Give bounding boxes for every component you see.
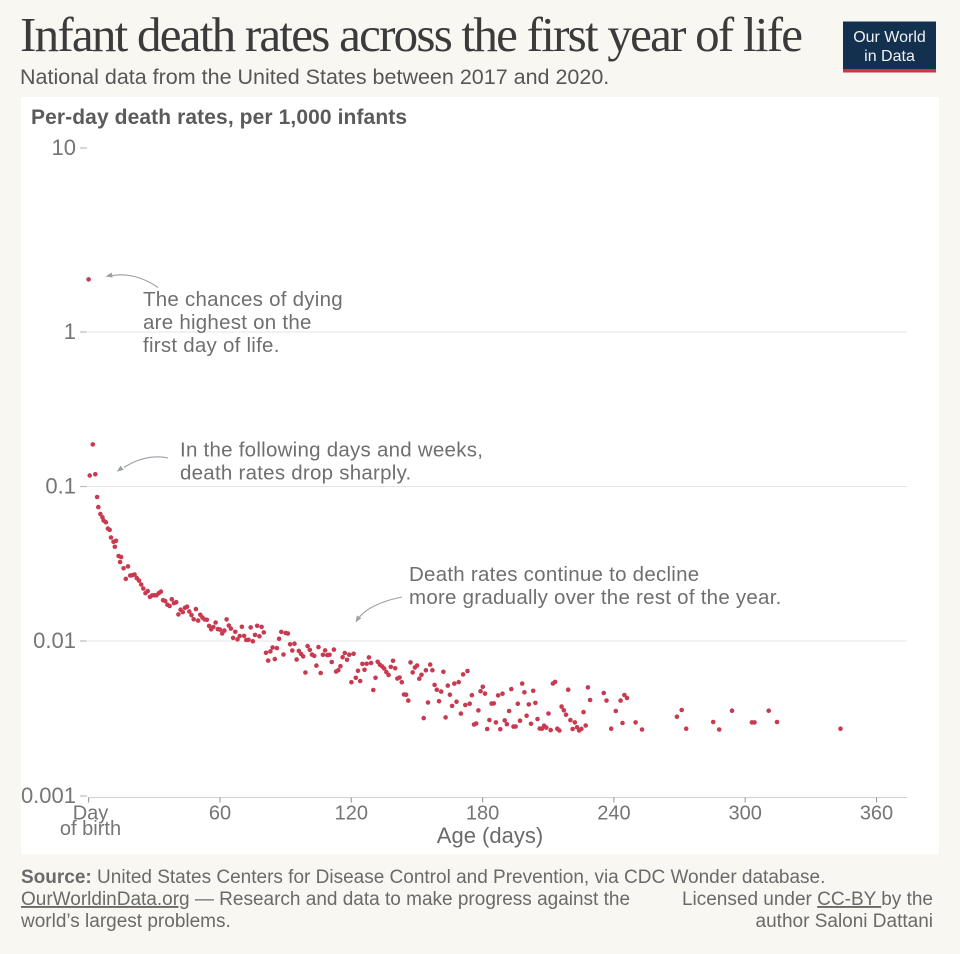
svg-text:360: 360: [860, 803, 893, 825]
svg-text:120: 120: [335, 803, 368, 825]
svg-text:Source: United States Centers: Source: United States Centers for Diseas…: [21, 867, 825, 888]
svg-text:0.1: 0.1: [45, 474, 76, 499]
svg-text:1: 1: [64, 319, 76, 344]
svg-text:0.001: 0.001: [21, 783, 76, 808]
svg-text:Age (days): Age (days): [437, 823, 543, 848]
svg-text:10: 10: [52, 135, 76, 160]
svg-text:world’s largest problems.: world’s largest problems.: [20, 911, 231, 932]
svg-text:first day of life.: first day of life.: [143, 334, 280, 357]
svg-text:300: 300: [729, 803, 762, 825]
svg-text:60: 60: [209, 803, 231, 825]
svg-text:Per-day death rates, per 1,000: Per-day death rates, per 1,000 infants: [31, 106, 407, 129]
svg-text:Our World: Our World: [853, 29, 926, 46]
svg-text:of birth: of birth: [60, 818, 121, 840]
svg-text:The chances of dying: The chances of dying: [143, 288, 343, 311]
svg-text:death rates drop sharply.: death rates drop sharply.: [180, 462, 412, 485]
svg-text:more gradually over the rest o: more gradually over the rest of the year…: [409, 586, 782, 609]
svg-text:are highest on the: are highest on the: [143, 311, 312, 334]
svg-text:Day: Day: [73, 803, 109, 825]
svg-text:240: 240: [597, 803, 630, 825]
svg-text:National data from the United: National data from the United States bet…: [20, 65, 609, 89]
svg-text:OurWorldinData.org — Research: OurWorldinData.org — Research and data t…: [21, 889, 630, 910]
svg-text:Death rates continue to declin: Death rates continue to decline: [409, 563, 699, 586]
svg-text:Licensed under CC-BY by the: Licensed under CC-BY by the: [682, 889, 933, 910]
svg-text:180: 180: [466, 803, 499, 825]
svg-text:Infant death rates across the: Infant death rates across the first year…: [20, 7, 802, 62]
svg-text:0.01: 0.01: [33, 628, 76, 653]
svg-text:In the following days and week: In the following days and weeks,: [180, 439, 483, 462]
svg-text:in Data: in Data: [864, 48, 915, 65]
svg-text:author Saloni Dattani: author Saloni Dattani: [756, 911, 933, 932]
